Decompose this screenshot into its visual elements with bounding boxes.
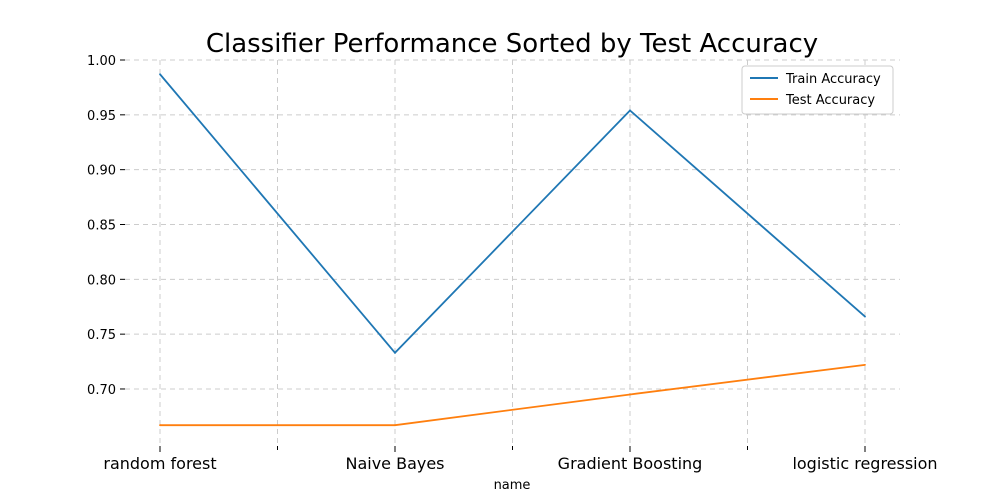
legend-label-train: Train Accuracy [785,72,881,87]
y-tick-label: 1.00 [87,54,116,69]
x-tick-label: Gradient Boosting [558,454,703,473]
y-tick-label: 0.80 [87,273,116,288]
data-point [629,109,631,112]
data-point [159,73,161,76]
series-line-train [159,73,866,355]
data-point [864,315,866,318]
x-tick-label: Naive Bayes [345,454,444,473]
legend-frame [741,65,894,115]
data-point [394,424,396,427]
legend-label-test: Test Accuracy [785,93,875,108]
y-tick-label: 0.85 [87,218,116,233]
x-tick-label: logistic regression [792,454,937,473]
x-axis-label: name [494,478,531,493]
data-point [629,393,631,396]
chart-title: Classifier Performance Sorted by Test Ac… [206,29,818,59]
grid [125,59,900,446]
data-point [159,424,161,427]
data-point [864,363,866,366]
y-tick-label: 0.90 [87,164,116,179]
x-tick-label: random forest [103,454,216,473]
y-tick-label: 0.70 [87,383,116,398]
y-tick-label: 0.75 [87,328,116,343]
series-lines [159,73,866,427]
legend: Train Accuracy Test Accuracy [741,65,894,115]
y-tick-label: 0.95 [87,109,116,124]
data-point [394,351,396,354]
y-axis-ticks: 0.70 0.75 0.80 0.85 0.90 0.95 1.00 [87,54,125,398]
x-axis-ticks: random forest Naive Bayes Gradient Boostin… [103,446,938,473]
series-line-test [160,363,866,427]
